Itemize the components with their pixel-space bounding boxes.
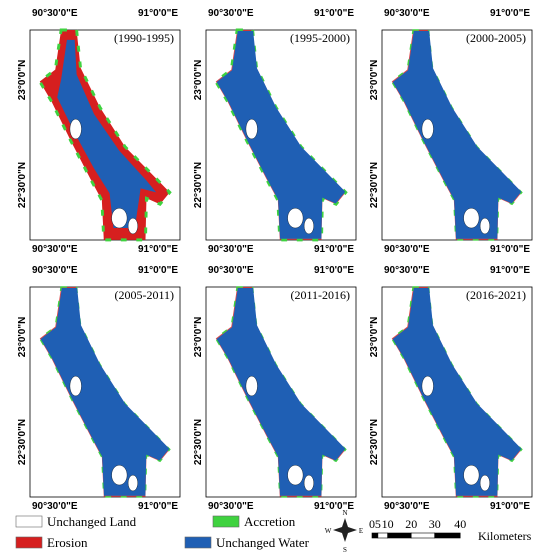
island [70,119,82,139]
period-label: (2016-2021) [466,288,526,302]
x-coord-label: 91°0'0"E [490,501,530,512]
x-coord-label: 91°0'0"E [490,8,530,19]
scale-segment [411,533,435,538]
legend-label: Accretion [244,514,296,529]
x-coord-label: 90°30'0"E [208,8,254,19]
x-coord-label: 91°0'0"E [490,244,530,255]
island [112,208,128,228]
island [422,119,434,139]
y-coord-label: 23°0'0"N [369,317,380,358]
scale-tick-label: 20 [405,517,417,531]
x-coord-label: 91°0'0"E [138,8,178,19]
island [128,218,138,234]
island [480,218,490,234]
y-coord-label: 22°30'0"N [17,162,28,208]
island [304,218,314,234]
scale-tick-label: 40 [454,517,466,531]
island [304,475,314,491]
scale-tick-label: 30 [429,517,441,531]
period-label: (2005-2011) [114,288,174,302]
y-coord-label: 23°0'0"N [193,60,204,101]
y-coord-label: 23°0'0"N [17,317,28,358]
x-coord-label: 90°30'0"E [384,8,430,19]
compass-letter: S [343,546,347,552]
legend-swatch [213,516,239,527]
period-label: (2000-2005) [466,31,526,45]
map-panel: (2011-2016) 90°30'0"E 91°0'0"E 90°30'0"E 91°… [193,265,356,512]
compass-letter: N [342,509,347,517]
x-coord-label: 91°0'0"E [314,244,354,255]
x-coord-label: 91°0'0"E [138,501,178,512]
legend-swatch [16,537,42,548]
legend-label: Erosion [47,535,88,550]
island [246,376,258,396]
y-coord-label: 23°0'0"N [17,60,28,101]
y-coord-label: 22°30'0"N [17,419,28,465]
island [128,475,138,491]
compass-letter: E [359,527,363,535]
island [464,465,480,485]
compass-rose [333,518,357,542]
y-coord-label: 22°30'0"N [193,162,204,208]
scale-unit: Kilometers [478,529,532,543]
page: { "panels": [ {"period": "(1990-1995)"},… [0,0,540,552]
island [288,208,304,228]
island [112,465,128,485]
island [422,376,434,396]
map-panel: (2000-2005) 90°30'0"E 91°0'0"E 90°30'0"E 91°… [369,8,532,255]
map-panel: (1990-1995) 90°30'0"E 91°0'0"E 90°30'0"E 91°… [17,8,180,255]
scale-tick-label: 5 [375,517,381,531]
scale-segment [372,533,378,538]
figure: (1990-1995) 90°30'0"E 91°0'0"E 90°30'0"E 91°… [0,0,540,552]
period-label: (1995-2000) [290,31,350,45]
scale-segment [435,533,460,538]
legend-swatch [185,537,211,548]
x-coord-label: 91°0'0"E [138,244,178,255]
x-coord-label: 90°30'0"E [384,501,430,512]
legend-label: Unchanged Water [216,535,310,550]
island [480,475,490,491]
x-coord-label: 91°0'0"E [314,501,354,512]
map-panel: (2016-2021) 90°30'0"E 91°0'0"E 90°30'0"E 91°… [369,265,532,512]
compass-letter: W [325,527,332,535]
x-coord-label: 90°30'0"E [384,244,430,255]
y-coord-label: 23°0'0"N [193,317,204,358]
x-coord-label: 90°30'0"E [32,501,78,512]
map-panel: (1995-2000) 90°30'0"E 91°0'0"E 90°30'0"E 91°… [193,8,356,255]
scale-segment [388,533,412,538]
island [288,465,304,485]
x-coord-label: 90°30'0"E [208,501,254,512]
x-coord-label: 91°0'0"E [138,265,178,276]
y-coord-label: 22°30'0"N [193,419,204,465]
x-coord-label: 90°30'0"E [384,265,430,276]
x-coord-label: 90°30'0"E [32,265,78,276]
period-label: (2011-2016) [290,288,350,302]
island [246,119,258,139]
y-coord-label: 22°30'0"N [369,162,380,208]
x-coord-label: 90°30'0"E [32,244,78,255]
map-panel: (2005-2011) 90°30'0"E 91°0'0"E 90°30'0"E 91°… [17,265,180,512]
scale-segment [378,533,388,538]
legend-swatch [16,516,42,527]
island [70,376,82,396]
x-coord-label: 91°0'0"E [314,265,354,276]
period-label: (1990-1995) [114,31,174,45]
x-coord-label: 91°0'0"E [490,265,530,276]
x-coord-label: 90°30'0"E [208,244,254,255]
y-coord-label: 23°0'0"N [369,60,380,101]
x-coord-label: 91°0'0"E [314,8,354,19]
island [464,208,480,228]
y-coord-label: 22°30'0"N [369,419,380,465]
scale-tick-label: 10 [382,517,394,531]
x-coord-label: 90°30'0"E [208,265,254,276]
legend-label: Unchanged Land [47,514,137,529]
x-coord-label: 90°30'0"E [32,8,78,19]
